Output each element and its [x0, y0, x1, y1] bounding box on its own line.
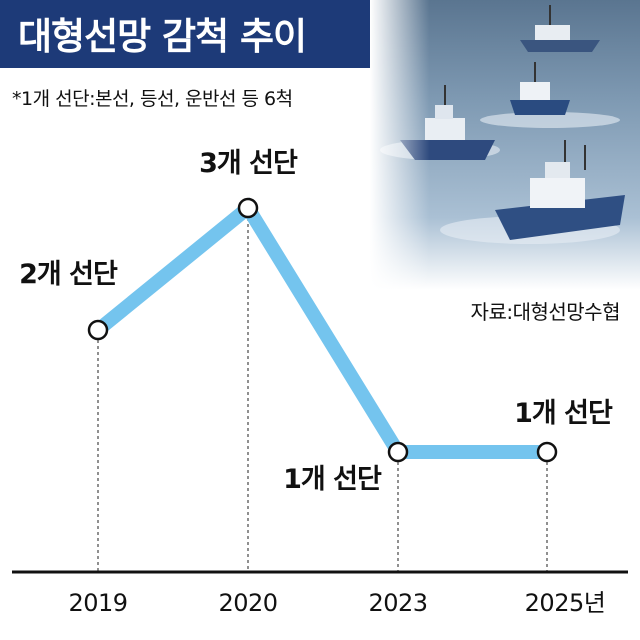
x-tick-label-2023: 2023 [368, 589, 427, 617]
x-tick-labels: 2019 2020 2023 2025년 [68, 589, 605, 617]
title-banner: 대형선망 감척 추이 [0, 0, 370, 68]
data-point-2025년 [536, 441, 558, 463]
data-labels: 2개 선단 3개 선단 1개 선단 1개 선단 [19, 148, 614, 495]
data-label-2023: 1개 선단 [283, 464, 382, 495]
source-note: 자료:대형선망수협 [470, 300, 621, 324]
data-point-2019 [87, 319, 109, 341]
markers [87, 197, 558, 463]
page-title: 대형선망 감척 추이 [18, 15, 307, 58]
footnote: *1개 선단:본선, 등선, 운반선 등 6척 [12, 88, 293, 110]
series-line [93, 197, 547, 459]
fishing-boats-photo [370, 0, 640, 290]
x-tick-label-2020: 2020 [218, 589, 277, 617]
data-label-2025년: 1개 선단 [514, 398, 613, 429]
data-point-2023 [387, 441, 409, 463]
fishing-boats-image [370, 0, 640, 290]
guide-lines [97, 218, 548, 572]
data-label-2019: 2개 선단 [19, 259, 118, 290]
x-tick-label-2025년: 2025년 [525, 589, 606, 617]
data-label-2020: 3개 선단 [199, 148, 298, 179]
data-point-2020 [237, 197, 259, 219]
x-tick-label-2019: 2019 [68, 589, 127, 617]
